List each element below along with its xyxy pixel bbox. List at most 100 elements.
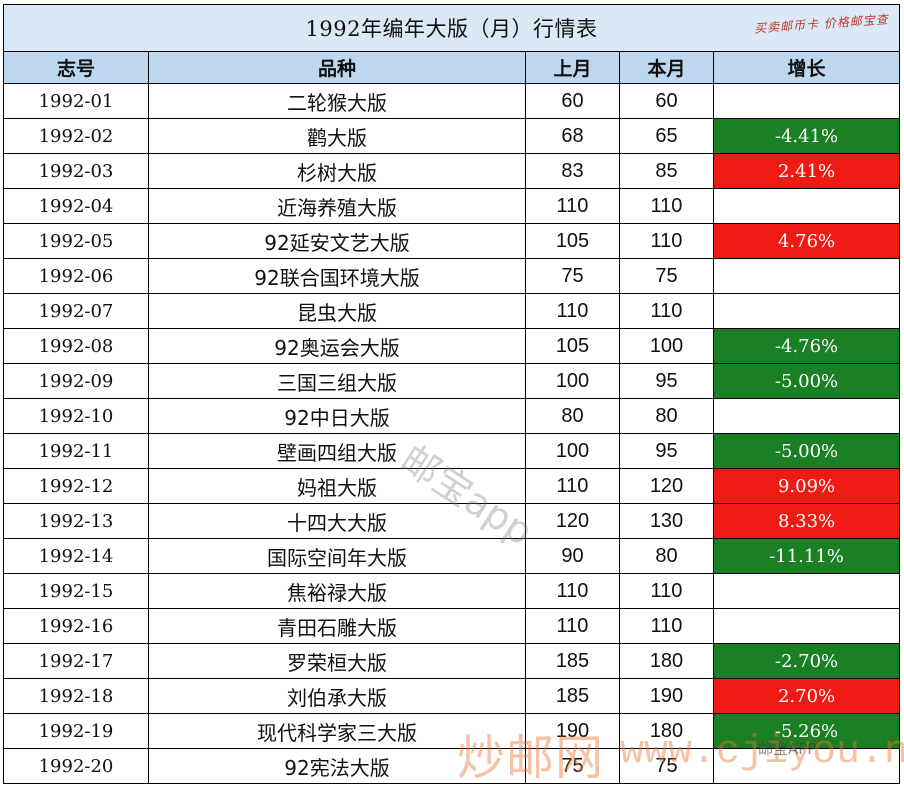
row-name-cell: 二轮猴大版 (148, 83, 526, 119)
row-last-month-cell: 110 (525, 188, 620, 224)
row-this-month-cell: 180 (619, 643, 714, 679)
row-id-cell: 1992-19 (3, 713, 149, 749)
row-growth-cell (712, 608, 901, 644)
row-this-month-cell: 80 (619, 538, 714, 574)
row-growth-cell (712, 188, 901, 224)
row-id-cell: 1992-08 (3, 328, 149, 364)
row-id-cell: 1992-14 (3, 538, 149, 574)
header-growth: 增长 (712, 51, 901, 84)
row-id-cell: 1992-02 (3, 118, 149, 154)
title-cell: 1992年编年大版（月）行情表 买卖邮币卡 价格邮宝查 (2, 4, 901, 52)
row-this-month-cell: 65 (619, 118, 714, 154)
row-last-month-cell: 105 (525, 223, 620, 259)
table-row: 1992-12 妈祖大版 110 120 9.09% (3, 468, 901, 504)
row-name-cell: 杉树大版 (148, 153, 526, 189)
table-row: 1992-15 焦裕禄大版 110 110 (3, 573, 901, 609)
row-this-month-cell: 75 (619, 748, 714, 784)
row-growth-cell: -2.70% (712, 643, 901, 679)
row-last-month-cell: 120 (525, 503, 620, 539)
row-growth-cell: -5.00% (712, 433, 901, 469)
table-body: 1992-01 二轮猴大版 60 60 1992-02 鹳大版 68 65 -4.41% 1992… (3, 83, 901, 784)
row-name-cell: 青田石雕大版 (148, 608, 526, 644)
row-name-cell: 92延安文艺大版 (148, 223, 526, 259)
row-growth-cell: 2.41% (712, 153, 901, 189)
row-last-month-cell: 83 (525, 153, 620, 189)
table-row: 1992-05 92延安文艺大版 105 110 4.76% (3, 223, 901, 259)
row-id-cell: 1992-07 (3, 293, 149, 329)
row-name-cell: 现代科学家三大版 (148, 713, 526, 749)
row-this-month-cell: 95 (619, 433, 714, 469)
table-row: 1992-18 刘伯承大版 185 190 2.70% (3, 678, 901, 714)
table-row: 1992-10 92中日大版 80 80 (3, 398, 901, 434)
row-growth-cell: 8.33% (712, 503, 901, 539)
table-row: 1992-20 92宪法大版 75 75 (3, 748, 901, 784)
row-growth-cell: 9.09% (712, 468, 901, 504)
title-row: 1992年编年大版（月）行情表 买卖邮币卡 价格邮宝查 (2, 4, 901, 52)
row-last-month-cell: 90 (525, 538, 620, 574)
row-this-month-cell: 60 (619, 83, 714, 119)
row-this-month-cell: 80 (619, 398, 714, 434)
row-last-month-cell: 75 (525, 748, 620, 784)
row-last-month-cell: 80 (525, 398, 620, 434)
row-growth-cell (712, 398, 901, 434)
row-id-cell: 1992-03 (3, 153, 149, 189)
price-stamp: 买卖邮币卡 价格邮宝查 (753, 12, 890, 36)
table-row: 1992-06 92联合国环境大版 75 75 (3, 258, 901, 294)
row-this-month-cell: 190 (619, 678, 714, 714)
row-name-cell: 昆虫大版 (148, 293, 526, 329)
row-this-month-cell: 130 (619, 503, 714, 539)
row-name-cell: 近海养殖大版 (148, 188, 526, 224)
row-id-cell: 1992-04 (3, 188, 149, 224)
row-growth-cell: -5.00% (712, 363, 901, 399)
row-id-cell: 1992-06 (3, 258, 149, 294)
row-id-cell: 1992-20 (3, 748, 149, 784)
row-growth-cell (712, 293, 901, 329)
table-row: 1992-03 杉树大版 83 85 2.41% (3, 153, 901, 189)
table-row: 1992-09 三国三组大版 100 95 -5.00% (3, 363, 901, 399)
header-id: 志号 (3, 51, 149, 84)
table-row: 1992-02 鹳大版 68 65 -4.41% (3, 118, 901, 154)
header-row: 志号 品种 上月 本月 增长 (3, 51, 901, 84)
price-table: 1992年编年大版（月）行情表 买卖邮币卡 价格邮宝查 志号 品种 上月 本月 … (2, 4, 901, 784)
row-growth-cell: -4.41% (712, 118, 901, 154)
row-this-month-cell: 110 (619, 608, 714, 644)
row-name-cell: 国际空间年大版 (148, 538, 526, 574)
table-row: 1992-11 壁画四组大版 100 95 -5.00% (3, 433, 901, 469)
row-last-month-cell: 190 (525, 713, 620, 749)
table-title: 1992年编年大版（月）行情表 (305, 17, 598, 41)
row-this-month-cell: 110 (619, 573, 714, 609)
row-name-cell: 92宪法大版 (148, 748, 526, 784)
row-id-cell: 1992-15 (3, 573, 149, 609)
row-id-cell: 1992-12 (3, 468, 149, 504)
row-this-month-cell: 95 (619, 363, 714, 399)
row-last-month-cell: 110 (525, 573, 620, 609)
row-id-cell: 1992-13 (3, 503, 149, 539)
table-row: 1992-14 国际空间年大版 90 80 -11.11% (3, 538, 901, 574)
row-name-cell: 妈祖大版 (148, 468, 526, 504)
row-id-cell: 1992-16 (3, 608, 149, 644)
row-name-cell: 刘伯承大版 (148, 678, 526, 714)
row-this-month-cell: 110 (619, 188, 714, 224)
row-name-cell: 92中日大版 (148, 398, 526, 434)
row-this-month-cell: 120 (619, 468, 714, 504)
row-last-month-cell: 185 (525, 643, 620, 679)
price-sheet: 1992年编年大版（月）行情表 买卖邮币卡 价格邮宝查 志号 品种 上月 本月 … (2, 4, 901, 784)
row-growth-cell: -4.76% (712, 328, 901, 364)
header-name: 品种 (148, 51, 526, 84)
row-growth-cell: 4.76% (712, 223, 901, 259)
row-name-cell: 92奥运会大版 (148, 328, 526, 364)
header-last-month: 上月 (525, 51, 620, 84)
row-this-month-cell: 110 (619, 293, 714, 329)
row-last-month-cell: 75 (525, 258, 620, 294)
row-name-cell: 十四大大版 (148, 503, 526, 539)
row-this-month-cell: 85 (619, 153, 714, 189)
table-row: 1992-19 现代科学家三大版 190 180 -5.26% (3, 713, 901, 749)
row-id-cell: 1992-18 (3, 678, 149, 714)
row-id-cell: 1992-11 (3, 433, 149, 469)
row-growth-cell (712, 258, 901, 294)
table-row: 1992-07 昆虫大版 110 110 (3, 293, 901, 329)
table-row: 1992-04 近海养殖大版 110 110 (3, 188, 901, 224)
row-id-cell: 1992-09 (3, 363, 149, 399)
row-name-cell: 焦裕禄大版 (148, 573, 526, 609)
row-id-cell: 1992-10 (3, 398, 149, 434)
